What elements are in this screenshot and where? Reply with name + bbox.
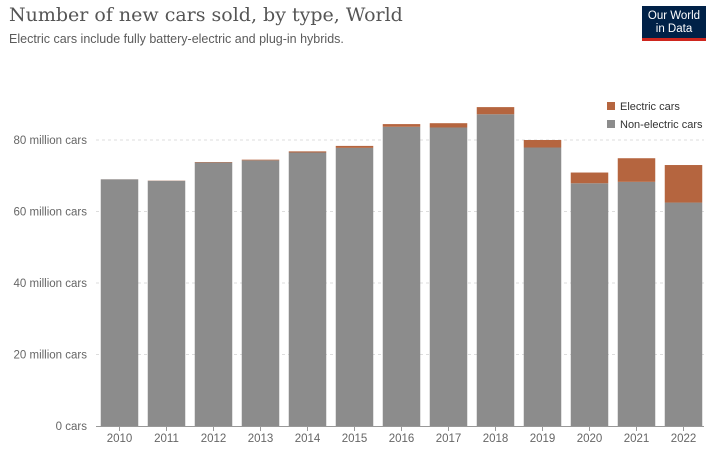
legend-label[interactable]: Non-electric cars bbox=[620, 119, 703, 131]
bar-non-electric[interactable] bbox=[664, 202, 703, 426]
bar-non-electric[interactable] bbox=[617, 181, 656, 426]
x-tick-label: 2010 bbox=[107, 433, 133, 445]
bar-non-electric[interactable] bbox=[570, 183, 609, 426]
x-tick-label: 2018 bbox=[483, 433, 509, 445]
x-tick-label: 2013 bbox=[248, 433, 274, 445]
legend-swatch bbox=[607, 120, 615, 128]
bar-non-electric[interactable] bbox=[147, 180, 186, 426]
bar-electric[interactable] bbox=[335, 145, 374, 148]
legend-swatch bbox=[607, 102, 615, 110]
owid-logo[interactable]: Our World in Data bbox=[642, 6, 706, 41]
y-tick-label: 20 million cars bbox=[14, 350, 88, 362]
x-tick-label: 2015 bbox=[342, 433, 368, 445]
bar-electric[interactable] bbox=[241, 159, 280, 161]
bar-electric[interactable] bbox=[382, 124, 421, 127]
legend: Electric cars Non-electric cars bbox=[607, 101, 703, 131]
bar-electric[interactable] bbox=[429, 123, 468, 128]
bar-electric[interactable] bbox=[288, 151, 327, 153]
x-tick-label: 2011 bbox=[154, 433, 179, 445]
y-tick-label: 0 cars bbox=[56, 421, 88, 433]
bar-electric[interactable] bbox=[523, 140, 562, 148]
chart-subtitle: Electric cars include fully battery-elec… bbox=[9, 32, 344, 46]
bar-electric[interactable] bbox=[570, 172, 609, 184]
x-tick-label: 2012 bbox=[201, 433, 227, 445]
bar-non-electric[interactable] bbox=[335, 147, 374, 427]
bar-non-electric[interactable] bbox=[523, 147, 562, 426]
y-tick-label: 60 million cars bbox=[14, 207, 88, 219]
chart-title: Number of new cars sold, by type, World bbox=[9, 4, 403, 26]
bar-non-electric[interactable] bbox=[241, 160, 280, 426]
x-axis: 2010 2011 2012 2013 2014 2015 2016 2017 2018 2019… bbox=[96, 426, 704, 445]
x-tick-label: 2014 bbox=[295, 433, 321, 445]
logo-line-1: Our World bbox=[647, 10, 701, 22]
bar-non-electric[interactable] bbox=[429, 127, 468, 427]
bar-electric[interactable] bbox=[476, 107, 515, 115]
bar-non-electric[interactable] bbox=[194, 162, 233, 426]
bars bbox=[100, 107, 703, 427]
bar-electric[interactable] bbox=[664, 165, 703, 203]
bar-non-electric[interactable] bbox=[288, 152, 327, 426]
x-tick-label: 2016 bbox=[389, 433, 415, 445]
x-tick-label: 2017 bbox=[436, 433, 462, 445]
bar-non-electric[interactable] bbox=[100, 179, 139, 426]
bar-non-electric[interactable] bbox=[382, 126, 421, 427]
y-tick-label: 40 million cars bbox=[14, 278, 88, 290]
legend-label[interactable]: Electric cars bbox=[620, 101, 680, 113]
x-tick-label: 2021 bbox=[624, 433, 650, 445]
x-tick-label: 2019 bbox=[530, 433, 556, 445]
logo-line-2: in Data bbox=[655, 23, 693, 35]
x-tick-label: 2022 bbox=[671, 433, 697, 445]
x-tick-label: 2020 bbox=[577, 433, 603, 445]
bar-non-electric[interactable] bbox=[476, 114, 515, 426]
y-tick-label: 80 million cars bbox=[14, 135, 88, 147]
bar-electric[interactable] bbox=[617, 158, 656, 182]
